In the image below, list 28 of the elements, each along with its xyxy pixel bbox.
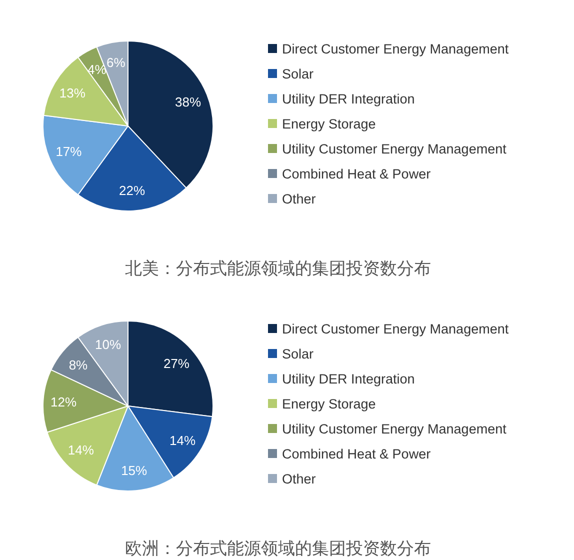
legend-label: Direct Customer Energy Management [282, 322, 509, 336]
legend-label: Other [282, 192, 316, 206]
data-label: 14% [170, 433, 196, 448]
data-label: 6% [106, 55, 126, 70]
legend-label: Energy Storage [282, 116, 376, 132]
data-label: 27% [163, 356, 190, 371]
data-label: 14% [68, 442, 94, 458]
data-label: 38% [175, 94, 202, 110]
data-label: 15% [121, 462, 148, 478]
legend-label: Solar [282, 66, 314, 82]
legend-label: Utility DER Integration [282, 92, 415, 106]
legend-label: Other [282, 472, 316, 486]
legend-label: Combined Heat & Power [282, 166, 432, 182]
data-label: 12% [50, 394, 77, 410]
data-label: 22% [119, 182, 146, 198]
legend-label: Utility Customer Energy Management [282, 422, 507, 436]
data-label: 8% [68, 357, 88, 372]
text: 北美：分布式能源领域的集团投资数分布 [125, 259, 431, 278]
legend-label: Utility DER Integration [282, 372, 415, 386]
legend-label: Energy Storage [282, 396, 376, 412]
legend-label: Combined Heat & Power [282, 446, 432, 462]
data-label: 17% [56, 144, 82, 160]
data-label: 10% [95, 337, 122, 352]
legend-label: Solar [282, 346, 314, 362]
legend-label: Direct Customer Energy Management [282, 42, 509, 56]
text: 欧洲：分布式能源领域的集团投资数分布 [125, 539, 431, 558]
legend-label: Utility Customer Energy Management [282, 142, 507, 156]
data-label: 13% [59, 86, 86, 101]
